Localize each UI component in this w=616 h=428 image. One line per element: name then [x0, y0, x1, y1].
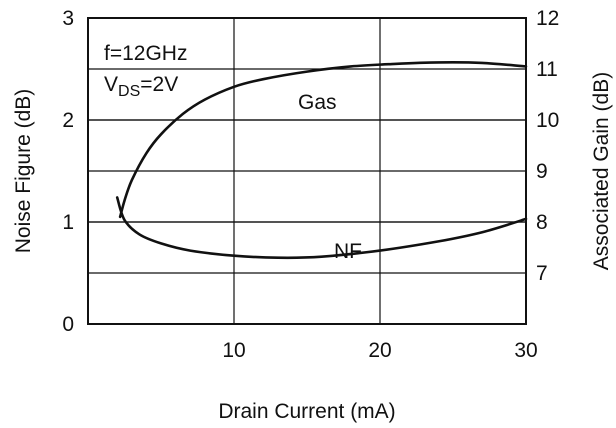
series-line-nf [115, 196, 528, 260]
x-tick-label: 20 [368, 339, 391, 362]
right-y-tick-label: 7 [536, 262, 548, 285]
series-label-gas: Gas [298, 91, 337, 114]
frequency-annotation: f=12GHz [104, 42, 187, 65]
left-y-tick-label: 2 [62, 109, 74, 132]
left-y-tick-label: 0 [62, 313, 74, 336]
right-y-axis-title: Associated Gain (dB) [590, 72, 613, 270]
left-y-axis-title: Noise Figure (dB) [12, 89, 35, 254]
x-tick-label: 30 [514, 339, 537, 362]
right-y-tick-label: 11 [536, 58, 558, 81]
x-tick-label: 10 [222, 339, 245, 362]
left-y-tick-label: 3 [62, 7, 74, 30]
left-y-tick-label: 1 [62, 211, 74, 234]
vds-annotation: VDS=2V [104, 73, 178, 100]
right-y-tick-label: 9 [536, 160, 548, 183]
right-y-tick-label: 8 [536, 211, 548, 234]
x-axis-title: Drain Current (mA) [218, 400, 395, 423]
series-line-gas [118, 60, 528, 219]
right-y-tick-label: 10 [536, 109, 559, 132]
right-y-tick-label: 12 [536, 7, 559, 30]
plot-frame [87, 17, 527, 325]
grid [88, 18, 526, 324]
curves [115, 60, 528, 260]
series-label-nf: NF [334, 240, 362, 263]
